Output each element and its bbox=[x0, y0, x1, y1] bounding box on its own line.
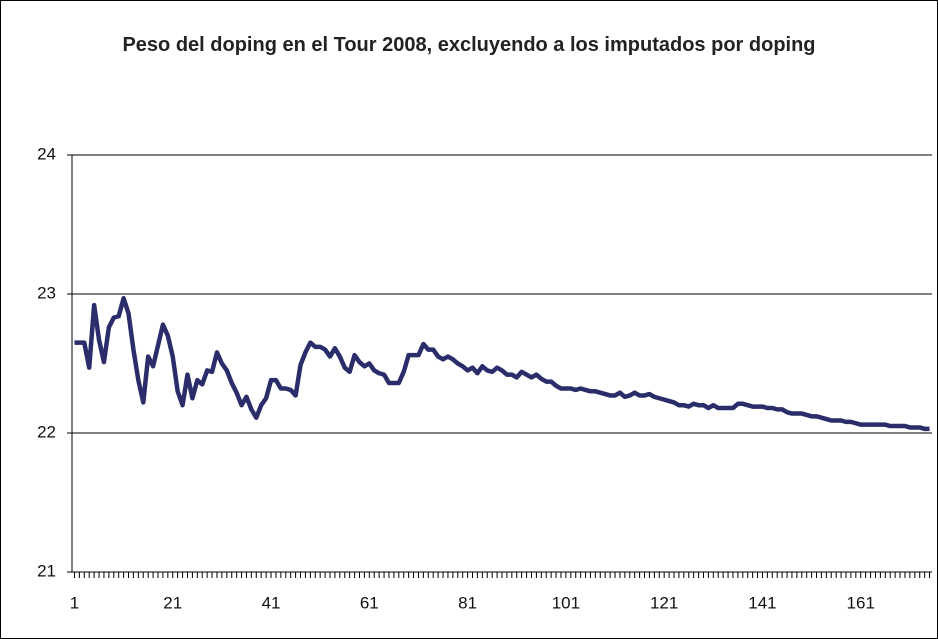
chart-title: Peso del doping en el Tour 2008, excluye… bbox=[122, 34, 816, 56]
x-tick-label: 101 bbox=[552, 593, 580, 612]
x-tick-label: 41 bbox=[262, 593, 281, 612]
x-tick-label: 61 bbox=[360, 593, 379, 612]
y-tick-label: 21 bbox=[37, 561, 56, 580]
x-tick-label: 161 bbox=[847, 593, 875, 612]
y-tick-label: 23 bbox=[37, 283, 56, 302]
x-tick-label: 121 bbox=[650, 593, 678, 612]
y-tick-label: 24 bbox=[37, 144, 56, 163]
x-tick-label: 1 bbox=[70, 593, 79, 612]
x-tick-label: 21 bbox=[163, 593, 182, 612]
y-tick-label: 22 bbox=[37, 422, 56, 441]
data-line bbox=[74, 295, 930, 432]
x-tick-label: 81 bbox=[458, 593, 477, 612]
x-tick-label: 141 bbox=[748, 593, 776, 612]
